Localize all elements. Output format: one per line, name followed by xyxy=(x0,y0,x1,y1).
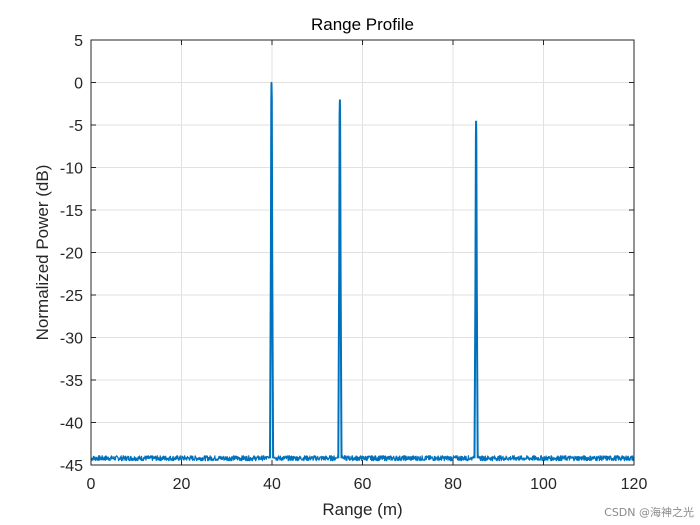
y-tick-label: -20 xyxy=(60,246,83,263)
axis-ticks xyxy=(90,39,635,466)
x-tick-label: 100 xyxy=(530,476,557,493)
y-tick-label: -45 xyxy=(60,458,83,475)
x-axis-label: Range (m) xyxy=(322,500,402,519)
watermark: CSDN @海神之光 xyxy=(604,505,694,519)
peak-line xyxy=(269,82,275,459)
x-tick-label: 60 xyxy=(354,476,372,493)
y-tick-label: -35 xyxy=(60,373,83,390)
y-tick-label: 5 xyxy=(74,33,83,50)
series-line xyxy=(90,81,635,462)
x-tick-labels: 0 20 40 60 80 100 120 xyxy=(87,476,648,493)
peak-line xyxy=(473,120,479,459)
data-series xyxy=(90,81,635,462)
x-tick-label: 20 xyxy=(173,476,191,493)
y-tick-label: -15 xyxy=(60,203,83,220)
y-tick-label: -5 xyxy=(69,118,83,135)
x-tick-label: 40 xyxy=(263,476,281,493)
y-tick-label: -30 xyxy=(60,331,83,348)
peak-line xyxy=(337,99,343,459)
y-tick-labels: 5 0 -5 -10 -15 -20 -25 -30 -35 -40 -45 xyxy=(60,33,83,475)
chart-title: Range Profile xyxy=(311,15,414,34)
y-axis-label: Normalized Power (dB) xyxy=(33,165,52,341)
y-tick-label: -25 xyxy=(60,288,83,305)
y-tick-label: 0 xyxy=(74,76,83,93)
x-tick-label: 120 xyxy=(621,476,648,493)
x-tick-label: 0 xyxy=(87,476,96,493)
x-tick-label: 80 xyxy=(444,476,462,493)
y-tick-label: -40 xyxy=(60,416,83,433)
y-tick-label: -10 xyxy=(60,161,83,178)
